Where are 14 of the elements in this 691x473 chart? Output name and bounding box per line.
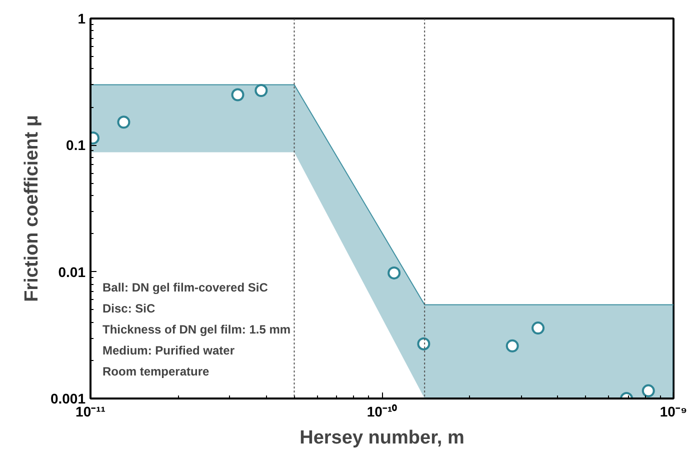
annotation: Ball: DN gel film-covered SiC bbox=[102, 280, 268, 294]
y-tick-label: 0.01 bbox=[58, 264, 86, 280]
annotation: Medium: Purified water bbox=[102, 344, 235, 358]
y-tick-label: 1 bbox=[78, 10, 86, 26]
x-tick-label: 10⁻⁹ bbox=[660, 404, 688, 420]
annotation: Disc: SiC bbox=[102, 302, 156, 316]
x-axis-title: Hersey number, m bbox=[300, 428, 464, 448]
y-tick-label: 0.001 bbox=[50, 390, 86, 406]
x-tick-label: 10⁻¹¹ bbox=[76, 404, 106, 420]
y-axis-title: Friction coefficient μ bbox=[21, 115, 42, 302]
x-tick-label: 10⁻¹⁰ bbox=[366, 404, 398, 420]
annotation: Room temperature bbox=[102, 364, 210, 378]
y-tick-label: 0.1 bbox=[66, 137, 86, 154]
annotation: Thickness of DN gel film: 1.5 mm bbox=[102, 322, 291, 336]
